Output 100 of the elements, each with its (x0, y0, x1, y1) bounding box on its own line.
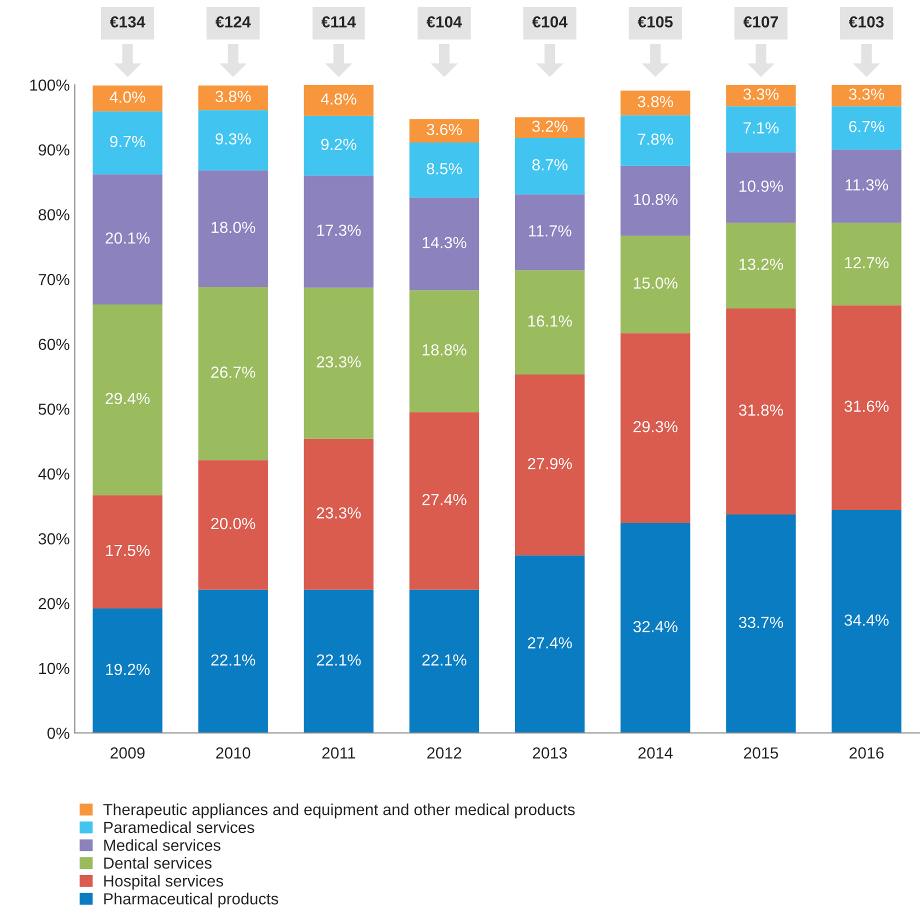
bar (304, 590, 374, 733)
bar (832, 84, 902, 106)
data-label: 9.7% (110, 136, 146, 148)
bar (726, 308, 796, 515)
data-label: 31.8% (738, 404, 784, 416)
data-label: 14.3% (422, 236, 466, 248)
y-tick-label: 80% (38, 209, 70, 220)
bar (304, 116, 374, 176)
data-label: 9.2% (321, 138, 356, 150)
text: €124 (215, 16, 251, 28)
bar (198, 110, 268, 170)
data-label: 27.4% (422, 494, 466, 506)
bar (832, 305, 902, 510)
bar (726, 84, 796, 106)
text: €114 (321, 16, 356, 28)
bar (409, 590, 480, 733)
data-label: 31.6% (844, 400, 889, 412)
data-label: 22.1% (422, 654, 466, 666)
bar (514, 555, 585, 733)
data-label: 12.7% (845, 257, 889, 268)
legend-label: Dental services (104, 857, 212, 869)
y-tick-label: 20% (38, 598, 70, 610)
data-label: 9.3% (216, 133, 251, 145)
data-label: 8.7% (532, 159, 568, 170)
bar (304, 84, 374, 116)
x-tick-label: 2013 (532, 747, 567, 759)
data-label: 23.3% (316, 507, 361, 519)
text: €105 (638, 16, 673, 28)
bar (409, 412, 480, 590)
bar (304, 438, 374, 590)
bar (198, 287, 268, 460)
legend-label: Pharmaceutical products (104, 892, 278, 908)
data-label: 29.4% (106, 392, 150, 404)
data-label: 20.1% (106, 232, 150, 244)
data-label: 16.1% (528, 315, 572, 327)
y-tick-label: 70% (38, 274, 70, 286)
bar (832, 510, 902, 733)
x-tick-label: 2010 (216, 747, 250, 759)
bar (514, 138, 585, 194)
text: €104 (532, 16, 568, 28)
legend-label: Therapeutic appliances and equipment and other medical products (103, 803, 575, 818)
data-label: 3.2% (532, 120, 568, 132)
bar (514, 374, 585, 556)
bar (409, 142, 480, 198)
data-label: 10.8% (634, 194, 678, 206)
data-label: 11.7% (528, 225, 572, 237)
bar (726, 222, 796, 308)
bar (620, 166, 690, 236)
x-tick-label: 2012 (427, 747, 462, 759)
bar (92, 111, 162, 174)
bar (92, 85, 162, 112)
data-label: 3.8% (216, 90, 251, 102)
bar (620, 236, 690, 334)
bar (198, 85, 268, 110)
bar (198, 460, 268, 590)
data-label: 29.3% (634, 421, 678, 432)
data-label: 4.8% (320, 93, 356, 105)
x-tick-label: 2016 (850, 747, 884, 759)
data-label: 22.1% (316, 654, 361, 666)
data-label: 34.4% (844, 614, 889, 626)
data-label: 7.8% (638, 134, 674, 145)
text: €103 (848, 16, 884, 28)
y-tick-label: 60% (38, 338, 70, 350)
legend-label: Paramedical services (104, 821, 254, 834)
data-label: 18.8% (422, 344, 466, 356)
y-tick-label: 90% (38, 144, 70, 156)
data-label: 20.0% (211, 518, 256, 530)
x-tick-label: 2011 (322, 747, 356, 759)
data-label: 3.8% (638, 96, 674, 108)
y-tick-label: 40% (38, 468, 70, 480)
data-label: 27.9% (528, 458, 572, 470)
data-label: 17.5% (106, 544, 150, 556)
data-label: 10.9% (740, 180, 784, 192)
bar (304, 288, 374, 439)
data-label: 32.4% (633, 620, 678, 632)
bar (726, 514, 796, 733)
bar (726, 106, 796, 152)
bar (832, 222, 902, 306)
bar (514, 270, 585, 375)
y-tick-label: 50% (38, 404, 70, 415)
data-label: 3.3% (848, 88, 884, 100)
y-tick-label: 30% (38, 533, 70, 544)
data-label: 22.1% (211, 654, 256, 666)
data-label: 11.3% (846, 179, 888, 191)
bar (198, 170, 268, 288)
bar (304, 176, 374, 288)
data-label: 4.0% (110, 91, 146, 103)
bar (409, 198, 480, 290)
bar (198, 590, 268, 733)
x-tick-label: 2014 (638, 747, 673, 759)
bar (92, 174, 162, 305)
bar (409, 119, 480, 143)
data-label: 15.0% (634, 277, 678, 289)
data-label: 7.1% (744, 122, 779, 134)
bar (726, 152, 796, 223)
legend-label: Medical services (104, 839, 220, 851)
data-label: 3.6% (426, 124, 462, 136)
bar (92, 495, 162, 609)
bar (92, 608, 162, 733)
data-label: 33.7% (738, 616, 784, 628)
